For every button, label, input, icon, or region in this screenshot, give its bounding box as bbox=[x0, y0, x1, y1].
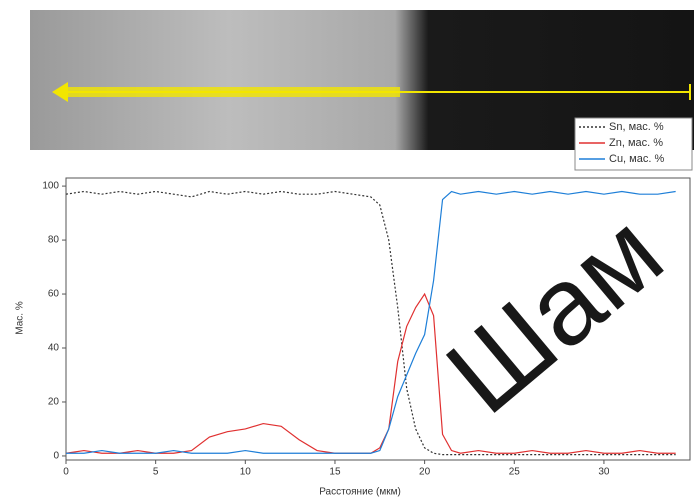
x-tick-label: 30 bbox=[598, 467, 610, 478]
y-tick-label: 60 bbox=[48, 289, 60, 300]
y-tick-label: 40 bbox=[48, 343, 60, 354]
x-tick-label: 20 bbox=[419, 467, 431, 478]
x-tick-label: 15 bbox=[329, 467, 341, 478]
legend-box bbox=[574, 117, 693, 171]
x-tick-label: 10 bbox=[240, 467, 252, 478]
y-tick-label: 100 bbox=[42, 181, 59, 192]
y-tick-label: 80 bbox=[48, 235, 60, 246]
scan-line-bright bbox=[60, 87, 400, 97]
x-axis-label: Расстояние (мкм) bbox=[319, 487, 401, 498]
x-tick-label: 5 bbox=[153, 467, 159, 478]
plot-frame bbox=[65, 177, 691, 461]
arrow-head bbox=[52, 82, 68, 102]
legend-label: Cu, мас. % bbox=[609, 153, 664, 165]
x-tick-label: 25 bbox=[509, 467, 521, 478]
watermark: Шам bbox=[424, 190, 685, 437]
series-line bbox=[66, 190, 676, 454]
y-tick-label: 20 bbox=[48, 397, 60, 408]
legend-label: Zn, мас. % bbox=[609, 137, 663, 149]
x-tick-label: 0 bbox=[63, 467, 69, 478]
y-axis-label: Мас. % bbox=[15, 301, 26, 335]
series-line bbox=[65, 190, 676, 456]
y-tick-label: 0 bbox=[53, 451, 59, 462]
legend-label: Sn, мас. % bbox=[609, 121, 664, 133]
